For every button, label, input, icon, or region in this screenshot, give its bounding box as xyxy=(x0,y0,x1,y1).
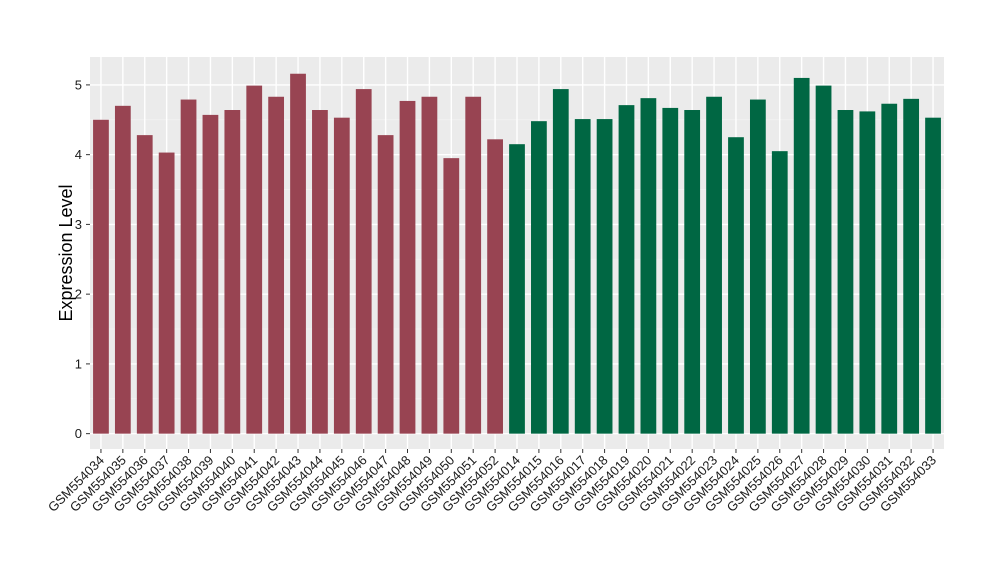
bar-GSM554027 xyxy=(793,77,810,434)
bar-GSM554049 xyxy=(421,96,438,434)
bar-GSM554030 xyxy=(859,111,876,434)
bar-GSM554032 xyxy=(903,98,920,434)
bar-GSM554026 xyxy=(771,151,788,434)
x-axis: GSM554034GSM554035GSM554036GSM554037GSM5… xyxy=(45,449,939,515)
y-tick-label: 2 xyxy=(75,287,82,302)
bar-GSM554046 xyxy=(355,89,372,434)
bar-GSM554048 xyxy=(399,100,416,434)
bar-GSM554045 xyxy=(333,117,350,434)
bar-GSM554051 xyxy=(465,96,482,434)
y-tick-label: 1 xyxy=(75,356,82,371)
bar-GSM554020 xyxy=(640,98,657,434)
bar-GSM554022 xyxy=(684,110,701,434)
bar-GSM554014 xyxy=(509,144,525,434)
bar-GSM554036 xyxy=(136,135,153,434)
bar-GSM554044 xyxy=(312,110,328,434)
bar-GSM554016 xyxy=(552,89,569,434)
bar-GSM554015 xyxy=(531,121,547,434)
bar-GSM554018 xyxy=(596,119,613,434)
bar-GSM554052 xyxy=(487,139,503,434)
bars xyxy=(93,73,941,434)
y-tick-label: 3 xyxy=(75,217,82,232)
bar-GSM554025 xyxy=(749,99,766,434)
bar-GSM554019 xyxy=(618,105,635,434)
bar-GSM554035 xyxy=(114,105,131,434)
y-tick-label: 5 xyxy=(75,77,82,92)
bar-GSM554042 xyxy=(268,96,285,434)
bar-GSM554021 xyxy=(662,107,679,434)
y-tick-label: 0 xyxy=(75,426,82,441)
bar-GSM554037 xyxy=(158,152,175,434)
bar-GSM554023 xyxy=(706,96,722,434)
y-tick-label: 4 xyxy=(75,147,82,162)
y-axis: 0 1 2 3 4 5 xyxy=(75,77,90,441)
bar-GSM554041 xyxy=(246,85,263,434)
bar-GSM554050 xyxy=(443,158,460,434)
bar-GSM554028 xyxy=(815,85,832,434)
bar-GSM554039 xyxy=(202,114,219,434)
bar-GSM554017 xyxy=(574,119,591,434)
bar-GSM554043 xyxy=(290,73,306,434)
bar-GSM554034 xyxy=(93,119,109,434)
bar-GSM554031 xyxy=(881,103,898,434)
bar-GSM554038 xyxy=(180,99,197,434)
bar-GSM554040 xyxy=(224,110,241,434)
bar-GSM554033 xyxy=(925,117,941,434)
bar-GSM554047 xyxy=(377,135,394,434)
y-axis-title: Expression Level xyxy=(56,184,76,321)
bar-GSM554024 xyxy=(728,137,744,434)
bar-GSM554029 xyxy=(837,110,854,434)
